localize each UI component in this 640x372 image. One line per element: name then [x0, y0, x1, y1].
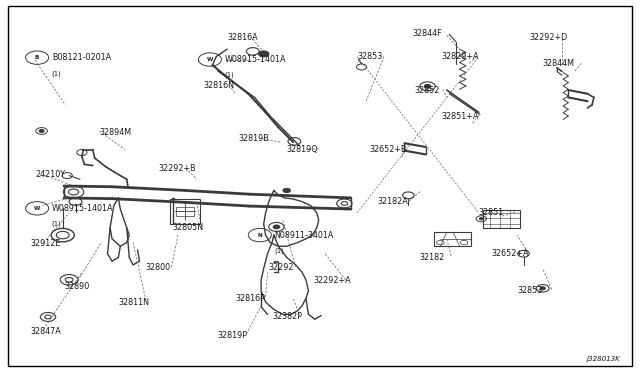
Text: (1): (1) — [275, 247, 284, 254]
Text: 32853: 32853 — [357, 52, 382, 61]
Circle shape — [273, 225, 280, 229]
Text: W08915-1401A: W08915-1401A — [52, 204, 113, 213]
Circle shape — [540, 287, 545, 290]
Text: 32182: 32182 — [419, 253, 444, 262]
Text: N: N — [257, 232, 262, 238]
Text: 32894M: 32894M — [99, 128, 131, 137]
Text: 32816A: 32816A — [227, 33, 258, 42]
Circle shape — [39, 129, 44, 132]
Text: 32847A: 32847A — [31, 327, 61, 336]
Text: 32890: 32890 — [64, 282, 89, 291]
Text: 32652+A: 32652+A — [492, 249, 529, 258]
Text: 32652+B: 32652+B — [370, 145, 408, 154]
Circle shape — [424, 84, 431, 88]
Text: 32800: 32800 — [146, 263, 171, 272]
Bar — [176, 207, 194, 216]
Text: 32829+A: 32829+A — [442, 52, 479, 61]
Text: 32853: 32853 — [517, 286, 542, 295]
Text: B08121-0201A: B08121-0201A — [52, 53, 111, 62]
Bar — [434, 232, 471, 246]
Text: J328013K: J328013K — [586, 356, 620, 362]
Text: 32182A: 32182A — [378, 197, 408, 206]
Text: 32816N: 32816N — [204, 81, 234, 90]
Text: 32819P: 32819P — [218, 331, 248, 340]
Text: 32852: 32852 — [415, 86, 440, 94]
Text: 32819B: 32819B — [238, 134, 269, 143]
Text: 32292+B: 32292+B — [159, 164, 196, 173]
Text: 32382P: 32382P — [272, 312, 302, 321]
Text: 32844F: 32844F — [413, 29, 442, 38]
Bar — [483, 210, 520, 228]
Circle shape — [479, 218, 483, 220]
Text: 32912E: 32912E — [31, 239, 61, 248]
Text: W: W — [207, 57, 213, 62]
Text: B: B — [35, 55, 39, 60]
Circle shape — [259, 51, 269, 57]
Bar — [170, 199, 200, 224]
Text: (1): (1) — [52, 70, 61, 77]
Text: (1): (1) — [225, 72, 234, 78]
Text: 32816P: 32816P — [236, 294, 266, 303]
Text: W: W — [34, 206, 40, 211]
Text: W08915-1401A: W08915-1401A — [225, 55, 286, 64]
Text: 32851+A: 32851+A — [442, 112, 479, 121]
Text: 32844M: 32844M — [543, 60, 575, 68]
Text: 32851: 32851 — [479, 208, 504, 217]
Text: 32292+D: 32292+D — [530, 33, 568, 42]
Text: 32292+A: 32292+A — [314, 276, 351, 285]
Text: 32819Q: 32819Q — [287, 145, 318, 154]
Text: 32292: 32292 — [269, 263, 294, 272]
Text: N08911-3401A: N08911-3401A — [275, 231, 334, 240]
Text: 32811N: 32811N — [118, 298, 149, 307]
Text: 32805N: 32805N — [173, 223, 204, 232]
Circle shape — [283, 188, 291, 193]
Text: 24210Y: 24210Y — [35, 170, 65, 179]
Text: (1): (1) — [52, 221, 61, 227]
